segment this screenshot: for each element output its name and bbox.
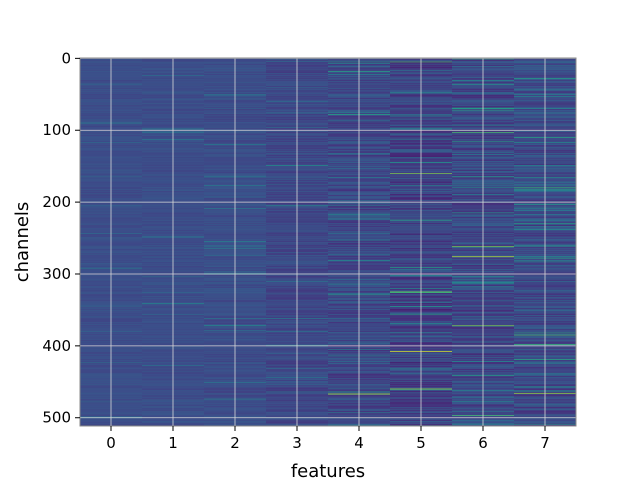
y-tick-label: 300 — [42, 265, 71, 283]
y-tick-label: 100 — [42, 121, 71, 139]
y-tick-label: 200 — [42, 193, 71, 211]
x-tick-label: 1 — [168, 434, 178, 452]
x-axis-label: features — [291, 461, 365, 480]
x-tick-label: 7 — [540, 434, 550, 452]
x-tick-label: 2 — [230, 434, 240, 452]
x-tick-label: 0 — [106, 434, 116, 452]
x-tick-label: 6 — [478, 434, 488, 452]
x-axis: 0 1 2 3 4 5 6 7 — [106, 426, 550, 452]
x-tick-label: 4 — [354, 434, 364, 452]
x-tick-label: 5 — [416, 434, 426, 452]
plot-frame — [79, 57, 577, 427]
heatmap-cells — [80, 58, 577, 427]
y-axis-label: channels — [12, 202, 33, 283]
grid-lines — [80, 57, 576, 426]
x-tick-label: 3 — [292, 434, 302, 452]
y-tick-label: 400 — [42, 337, 71, 355]
y-axis: 0 100 200 300 400 500 — [42, 49, 80, 427]
y-tick-label: 500 — [42, 409, 71, 427]
y-tick-label: 0 — [61, 49, 71, 67]
plot-area — [79, 57, 577, 427]
